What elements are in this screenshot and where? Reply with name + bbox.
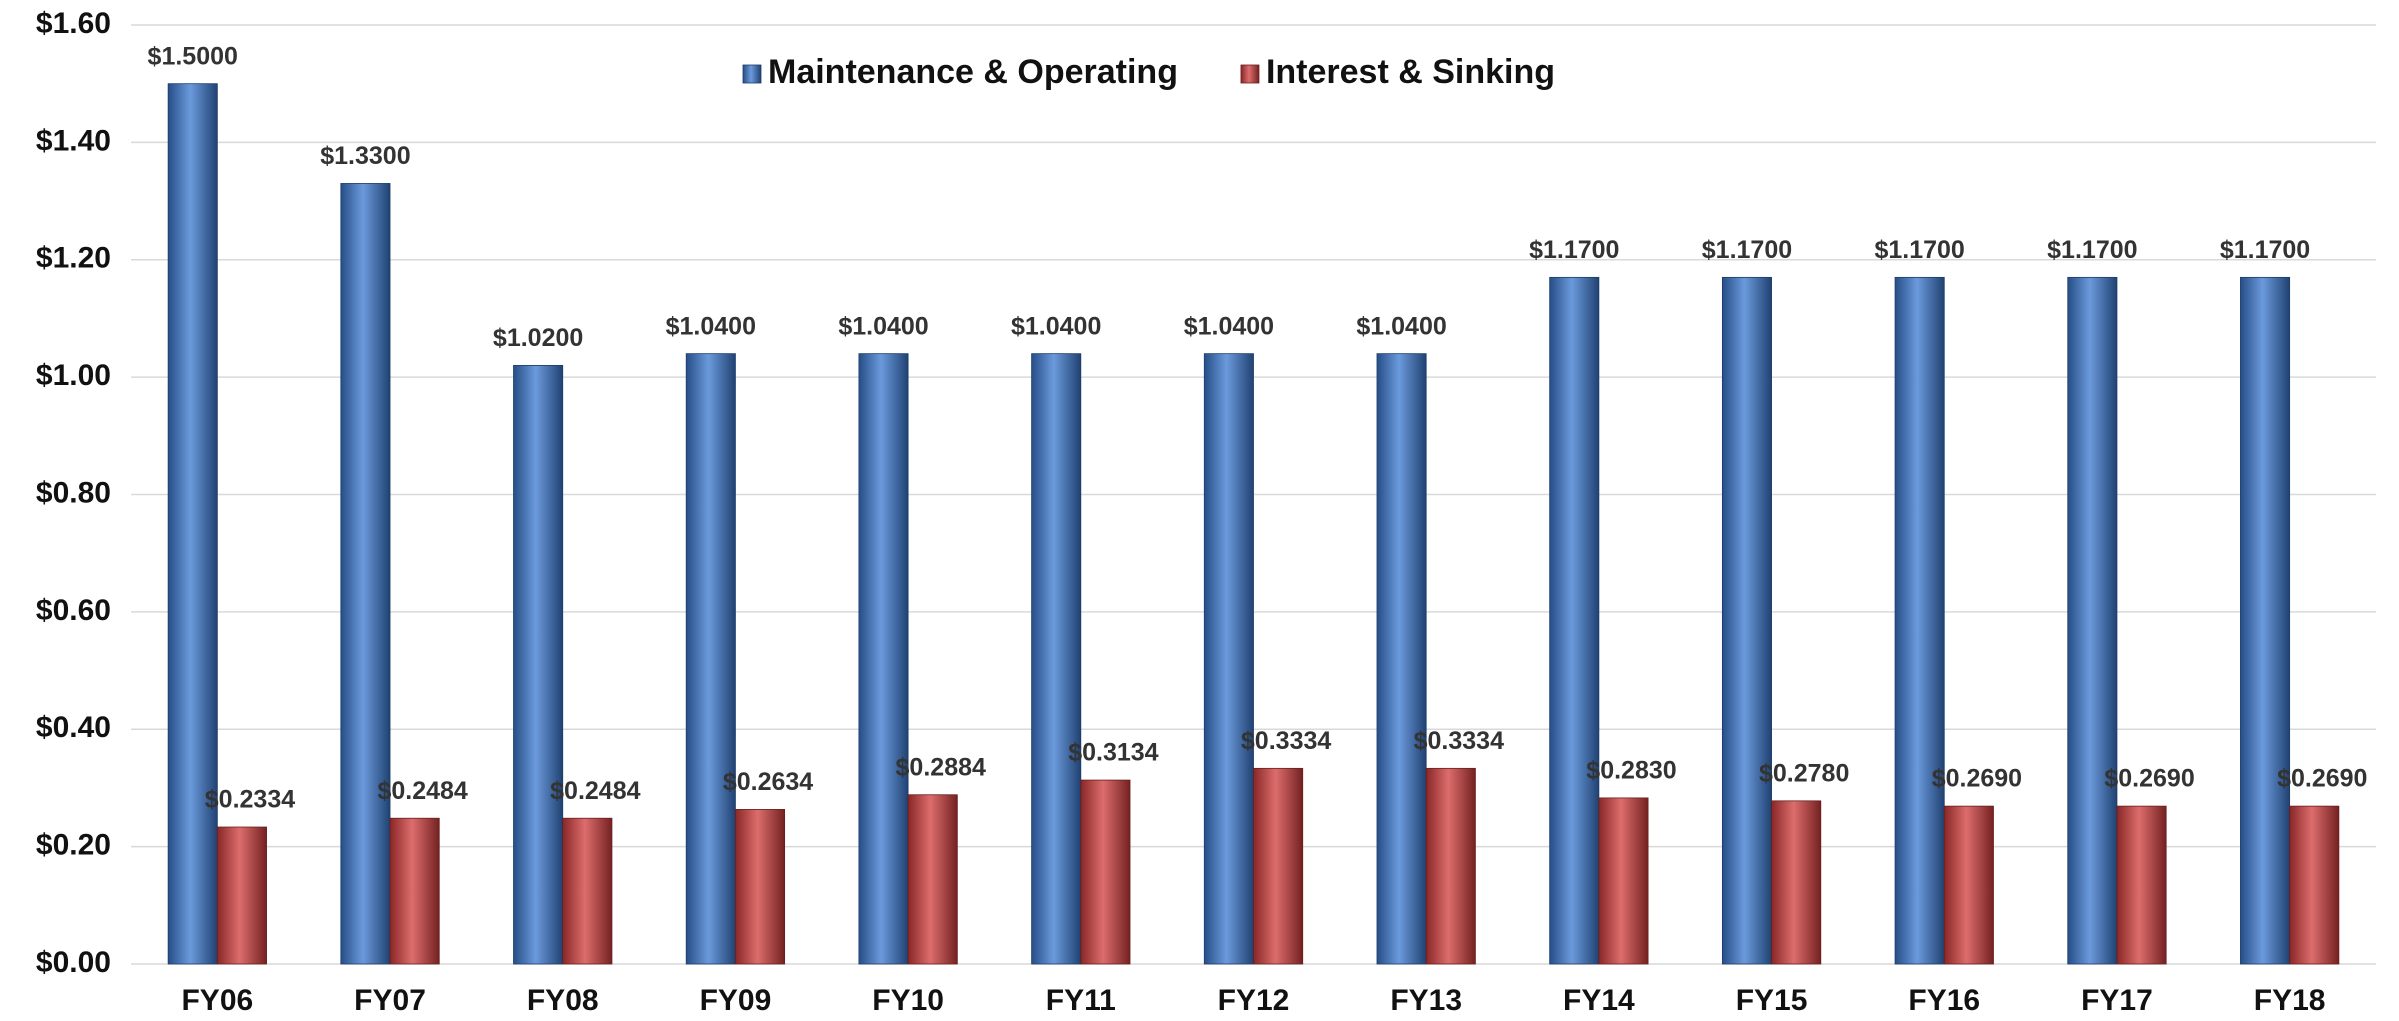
y-tick-label: $0.40 <box>36 711 111 744</box>
bar <box>1598 797 1649 965</box>
legend-marker <box>1240 64 1260 84</box>
bar <box>2116 805 2167 965</box>
value-label: $1.5000 <box>148 42 238 70</box>
bar <box>1376 353 1427 965</box>
value-label: $0.2780 <box>1759 759 1849 787</box>
y-tick-label: $0.60 <box>36 594 111 627</box>
bar <box>513 364 564 965</box>
bar <box>1771 800 1822 965</box>
value-label: $0.3334 <box>1414 727 1504 755</box>
legend-label: Maintenance & Operating <box>768 53 1178 91</box>
value-label: $0.3334 <box>1241 727 1331 755</box>
x-tick-label: FY12 <box>1218 984 1290 1017</box>
value-label: $0.2690 <box>2277 765 2367 793</box>
value-label: $1.0200 <box>493 324 583 352</box>
bar <box>2067 276 2118 965</box>
bar <box>1549 276 1600 965</box>
value-label: $1.0400 <box>1011 312 1101 340</box>
value-label: $1.1700 <box>1702 236 1792 264</box>
bar <box>2240 276 2291 965</box>
x-tick-label: FY17 <box>2081 984 2153 1017</box>
value-label: $0.2690 <box>1932 765 2022 793</box>
bar <box>1943 805 1994 965</box>
x-tick-label: FY09 <box>700 984 772 1017</box>
value-label: $1.1700 <box>2047 236 2137 264</box>
value-label: $1.1700 <box>1529 236 1619 264</box>
bar <box>1080 779 1131 965</box>
value-label: $0.2634 <box>723 768 813 796</box>
bar <box>858 353 909 965</box>
bar <box>216 826 267 965</box>
y-tick-label: $1.40 <box>36 124 111 157</box>
legend-marker <box>742 64 762 84</box>
y-tick-label: $0.00 <box>36 946 111 979</box>
bar <box>735 809 786 965</box>
value-label: $0.2830 <box>1586 757 1676 785</box>
bar <box>685 353 736 965</box>
bar <box>1721 276 1772 965</box>
y-tick-label: $1.00 <box>36 359 111 392</box>
value-label: $1.3300 <box>320 142 410 170</box>
x-tick-label: FY11 <box>1046 984 1116 1017</box>
x-tick-label: FY16 <box>1908 984 1980 1017</box>
bar <box>1894 276 1945 965</box>
value-label: $1.1700 <box>1874 236 1964 264</box>
value-label: $0.3134 <box>1068 739 1158 767</box>
bar <box>2289 805 2340 965</box>
value-label: $1.1700 <box>2220 236 2310 264</box>
x-tick-label: FY07 <box>354 984 426 1017</box>
x-tick-label: FY14 <box>1563 984 1635 1017</box>
y-tick-label: $0.80 <box>36 476 111 509</box>
value-label: $0.2690 <box>2104 765 2194 793</box>
x-tick-label: FY13 <box>1390 984 1462 1017</box>
x-tick-label: FY10 <box>872 984 944 1017</box>
x-tick-label: FY06 <box>181 984 253 1017</box>
bar <box>340 183 391 965</box>
value-label: $1.0400 <box>1184 312 1274 340</box>
bar <box>907 794 958 965</box>
x-tick-label: FY18 <box>2254 984 2326 1017</box>
bar <box>1031 353 1082 965</box>
bar <box>389 817 440 965</box>
bar <box>1203 353 1254 965</box>
y-tick-label: $0.20 <box>36 829 111 862</box>
bar <box>1425 767 1476 965</box>
x-tick-label: FY08 <box>527 984 599 1017</box>
value-label: $1.0400 <box>666 312 756 340</box>
legend-label: Interest & Sinking <box>1266 53 1555 91</box>
value-label: $0.2334 <box>205 786 295 814</box>
value-label: $0.2884 <box>896 753 986 781</box>
value-label: $1.0400 <box>1356 312 1446 340</box>
bar <box>167 83 218 965</box>
y-tick-label: $1.60 <box>36 7 111 40</box>
x-tick-label: FY15 <box>1736 984 1808 1017</box>
y-tick-label: $1.20 <box>36 242 111 275</box>
value-label: $0.2484 <box>377 777 467 805</box>
bar <box>562 817 613 965</box>
bar <box>1253 767 1304 965</box>
value-label: $1.0400 <box>838 312 928 340</box>
value-label: $0.2484 <box>550 777 640 805</box>
